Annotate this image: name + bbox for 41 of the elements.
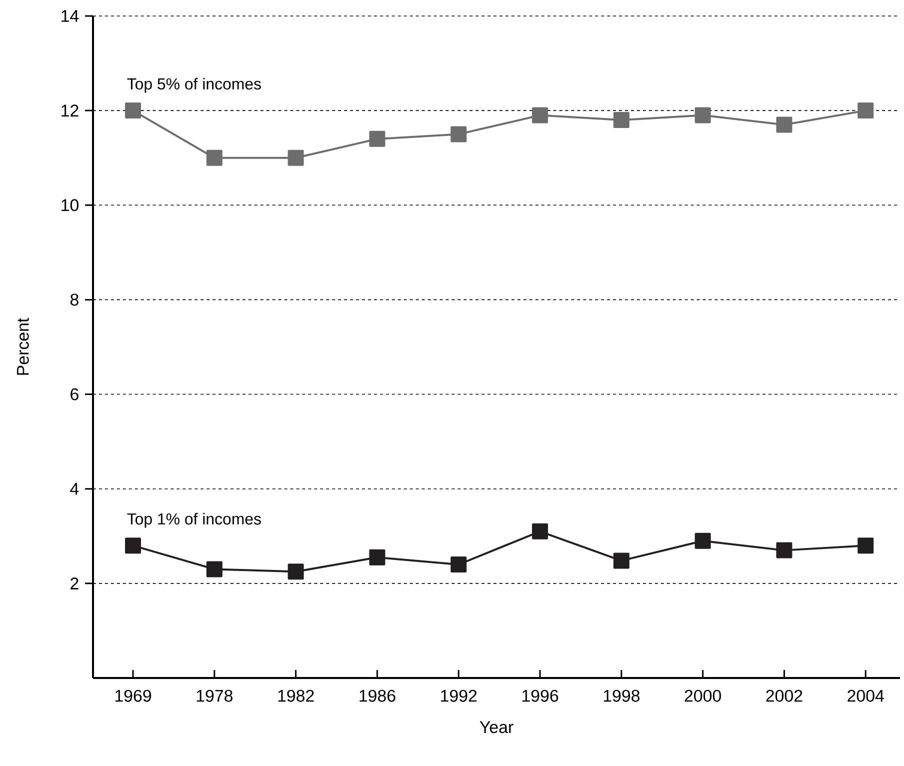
y-tick-label: 4 [70, 483, 79, 495]
y-tick-label: 8 [70, 294, 78, 306]
x-tick-label: 1982 [278, 690, 314, 702]
x-tick-label: 1996 [522, 690, 558, 702]
x-tick-label: 1986 [360, 690, 396, 702]
y-tick-label: 2 [70, 578, 78, 590]
point [206, 150, 222, 166]
x-tick-label: 1969 [115, 690, 152, 702]
point [858, 538, 874, 554]
point [369, 130, 386, 147]
point [288, 564, 304, 580]
point [369, 549, 386, 566]
x-tick-label: 2002 [766, 690, 802, 702]
point [694, 532, 711, 549]
point [288, 150, 304, 166]
x-tick-label: 1998 [604, 690, 640, 702]
series-label: Top 1% of incomes [127, 512, 261, 528]
point [776, 116, 792, 133]
point [858, 102, 874, 119]
point [613, 112, 630, 128]
point [450, 556, 467, 572]
y-axis-title: Percent [17, 318, 29, 375]
x-tick-label: 2004 [848, 690, 884, 702]
point [776, 542, 792, 558]
y-tick-label: 6 [70, 388, 78, 400]
series-label: Top 5% of incomes [127, 78, 261, 93]
point [206, 561, 222, 578]
point [450, 126, 467, 142]
point [532, 107, 548, 124]
point [125, 538, 142, 554]
y-tick-label: 12 [62, 104, 78, 116]
point [694, 107, 711, 124]
x-tick-label: 1992 [441, 690, 477, 702]
point [125, 102, 142, 119]
x-tick-label: 2000 [684, 690, 721, 702]
x-axis-title: Year [480, 721, 514, 734]
y-tick-label: 10 [62, 199, 79, 212]
x-tick-label: 1978 [196, 690, 233, 702]
point [532, 523, 548, 540]
point [613, 552, 630, 569]
y-tick-label: 14 [62, 10, 79, 22]
